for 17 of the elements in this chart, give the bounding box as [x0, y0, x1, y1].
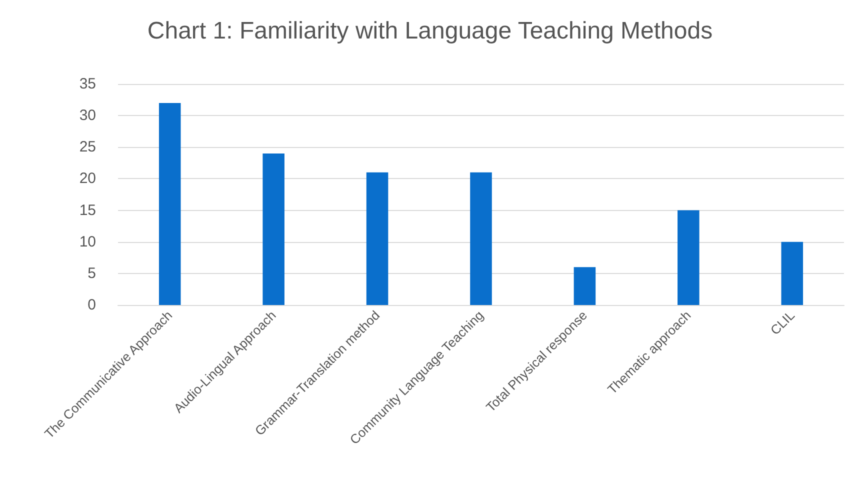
bar: [366, 172, 388, 305]
y-tick-label: 35: [79, 76, 96, 92]
bar: [574, 267, 596, 305]
y-tick-label: 20: [79, 170, 96, 188]
y-tick-label: 15: [79, 202, 96, 219]
x-tick-label: CLIL: [767, 308, 798, 338]
bar: [781, 242, 804, 305]
y-tick-label: 25: [79, 138, 96, 156]
bar: [158, 102, 181, 305]
bar: [262, 153, 284, 305]
y-tick-label: 10: [79, 233, 96, 250]
y-tick-label: 0: [88, 296, 96, 314]
bar: [470, 172, 492, 305]
y-tick-label: 5: [88, 264, 96, 282]
chart-title: Chart 1: Familiarity with Language Teaching Methods: [147, 18, 713, 44]
y-tick-label: 30: [79, 107, 96, 124]
bar: [678, 210, 700, 305]
